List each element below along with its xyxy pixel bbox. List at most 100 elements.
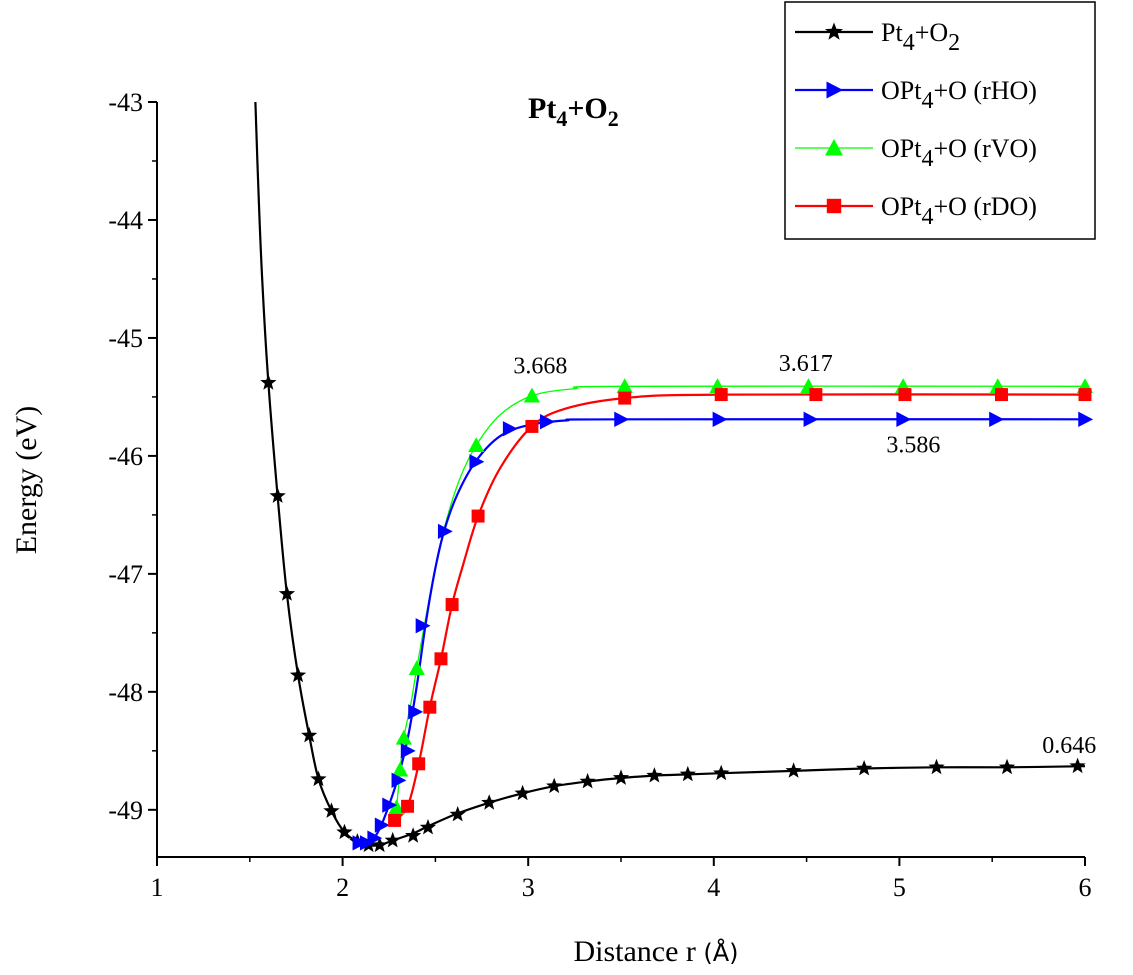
data-point-series-1: [540, 414, 555, 430]
data-point-series-2: [408, 660, 425, 675]
data-point-series-0: [336, 823, 353, 840]
data-point-series-3: [471, 509, 485, 523]
data-point-series-0: [579, 772, 596, 789]
data-point-series-2: [468, 437, 485, 453]
series-markers: [260, 374, 1094, 853]
data-point-series-1: [415, 618, 431, 634]
axes-group: -43 -44 -45 -46 -47 -48 -49 1 2 3 4 5 6: [108, 88, 1091, 902]
legend-entry: OPt4+O (rDO): [881, 192, 1037, 230]
legend-swatch-marker: [825, 22, 843, 40]
y-tick-label: -44: [108, 206, 143, 235]
data-point-series-0: [785, 762, 802, 778]
data-point-series-0: [449, 806, 466, 822]
y-tick-label: -47: [108, 560, 143, 589]
data-point-series-0: [856, 760, 873, 776]
data-point-series-0: [928, 758, 945, 775]
inset-title: Pt4+O2: [528, 92, 619, 131]
x-tick-label: 6: [1079, 873, 1092, 902]
legend-swatch-marker: [826, 198, 842, 214]
data-point-series-0: [679, 765, 696, 782]
data-point-series-1: [437, 523, 453, 540]
data-point-series-3: [809, 388, 823, 402]
data-point-series-1: [803, 411, 819, 427]
data-point-series-0: [269, 487, 286, 503]
data-point-series-0: [310, 770, 327, 787]
x-tick-label: 1: [151, 873, 164, 902]
x-tick-label: 2: [336, 873, 349, 902]
data-point-series-3: [525, 419, 539, 433]
series-line-3: [393, 393, 1086, 822]
x-tick-label: 5: [893, 873, 906, 902]
data-point-series-0: [323, 802, 340, 818]
data-point-series-0: [713, 764, 730, 781]
value-annotation: 3.668: [513, 353, 567, 379]
data-point-series-3: [401, 799, 415, 813]
y-tick-label: -49: [108, 796, 143, 825]
data-point-series-0: [612, 769, 630, 785]
data-point-series-3: [434, 652, 448, 666]
x-axis-title: Distance r (Å): [573, 935, 738, 968]
legend-swatch-marker: [826, 81, 843, 99]
data-point-series-1: [400, 743, 416, 759]
data-point-series-0: [384, 831, 401, 848]
data-point-series-3: [714, 388, 728, 402]
data-point-series-1: [614, 411, 630, 427]
data-point-series-0: [371, 836, 388, 853]
data-point-series-2: [395, 729, 412, 745]
data-point-series-1: [391, 772, 407, 788]
data-point-series-1: [1078, 411, 1094, 427]
y-tick-label: -45: [108, 324, 143, 353]
data-point-series-1: [712, 411, 728, 427]
data-point-series-1: [367, 830, 383, 846]
data-point-series-1: [374, 817, 390, 833]
data-point-series-3: [412, 757, 426, 771]
y-tick-label: -46: [108, 442, 143, 471]
data-point-series-3: [995, 388, 1008, 402]
data-point-series-1: [896, 411, 912, 427]
data-point-series-0: [278, 585, 296, 601]
data-point-series-3: [388, 813, 402, 827]
data-point-series-3: [1078, 388, 1092, 402]
chart-labels: Pt4+O2 Distance r (Å) Energy (eV) 3.668 3…: [10, 92, 1096, 968]
legend: Pt4+O2 OPt4+O (rHO) OPt4+O (rVO) OPt4+O (rD…: [784, 1, 1096, 240]
data-point-series-1: [469, 454, 485, 470]
y-tick-label: -48: [108, 678, 143, 707]
value-annotation: 3.617: [779, 351, 833, 377]
data-point-series-0: [998, 758, 1016, 775]
data-point-series-0: [289, 666, 307, 683]
value-annotation: 3.586: [886, 432, 940, 458]
data-point-series-1: [502, 421, 518, 437]
data-point-series-3: [445, 598, 459, 612]
data-point-series-0: [514, 784, 531, 801]
data-point-series-2: [523, 387, 541, 403]
data-point-series-2: [388, 799, 405, 815]
data-point-series-0: [1069, 757, 1086, 774]
data-point-series-1: [408, 704, 424, 720]
series-line-2: [392, 385, 1086, 822]
data-point-series-0: [405, 827, 422, 843]
data-point-series-0: [546, 777, 563, 794]
legend-swatch-marker: [825, 139, 843, 156]
legend-entry: OPt4+O (rHO): [881, 76, 1037, 114]
legend-entry: OPt4+O (rVO): [881, 134, 1037, 172]
data-point-series-2: [616, 378, 633, 394]
x-tick-label: 4: [707, 873, 720, 902]
data-point-series-3: [898, 388, 912, 402]
series-line-1: [359, 418, 1086, 845]
data-point-series-0: [419, 819, 437, 835]
data-point-series-0: [481, 794, 498, 810]
data-point-series-0: [260, 374, 277, 390]
value-annotation: 0.646: [1042, 733, 1096, 759]
y-tick-label: -43: [108, 88, 143, 117]
data-point-series-1: [382, 797, 398, 813]
data-point-series-1: [989, 411, 1005, 427]
data-point-series-3: [423, 700, 437, 714]
data-point-series-0: [301, 726, 318, 743]
series-line-0: [254, 102, 1086, 847]
y-axis-title: Energy (eV): [10, 406, 43, 555]
x-tick-label: 3: [522, 873, 535, 902]
data-point-series-2: [392, 761, 409, 777]
data-point-series-3: [618, 391, 632, 405]
legend-entry: Pt4+O2: [881, 18, 960, 56]
